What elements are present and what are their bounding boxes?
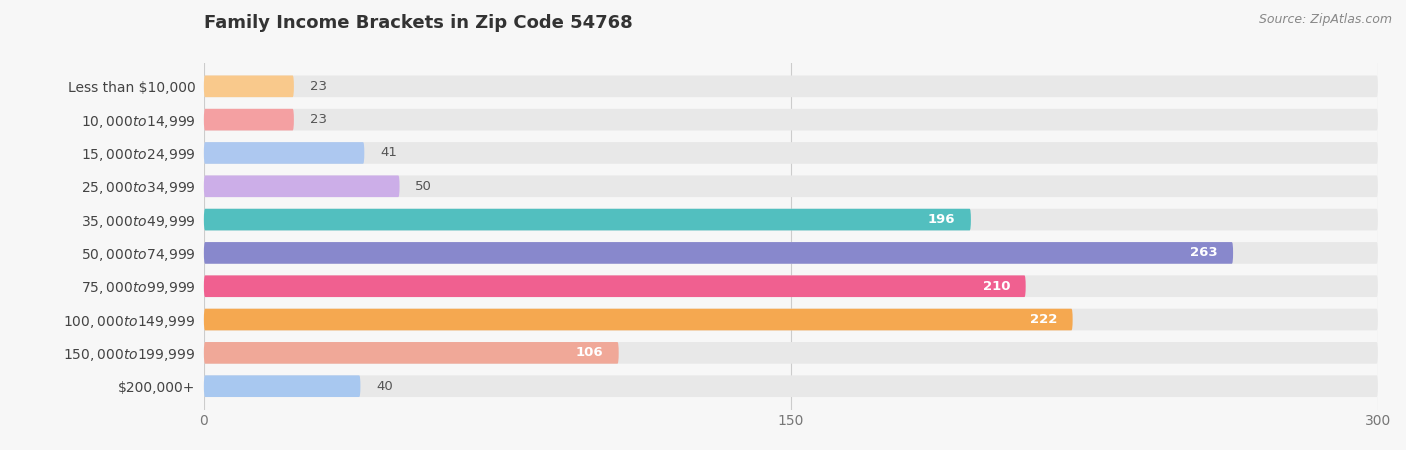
FancyBboxPatch shape [204,176,1378,197]
Text: 222: 222 [1029,313,1057,326]
FancyBboxPatch shape [204,342,1378,364]
FancyBboxPatch shape [204,76,1378,97]
FancyBboxPatch shape [204,375,1378,397]
FancyBboxPatch shape [204,275,1378,297]
Text: Source: ZipAtlas.com: Source: ZipAtlas.com [1258,14,1392,27]
Text: 106: 106 [575,346,603,360]
FancyBboxPatch shape [204,109,1378,130]
Text: 23: 23 [309,113,326,126]
Text: 41: 41 [380,146,396,159]
Text: 40: 40 [375,380,392,393]
FancyBboxPatch shape [204,76,294,97]
FancyBboxPatch shape [204,142,364,164]
Text: 263: 263 [1189,247,1218,259]
Text: 50: 50 [415,180,432,193]
FancyBboxPatch shape [204,209,972,230]
FancyBboxPatch shape [204,209,1378,230]
Text: Family Income Brackets in Zip Code 54768: Family Income Brackets in Zip Code 54768 [204,14,633,32]
Text: 196: 196 [928,213,955,226]
Text: 210: 210 [983,280,1010,293]
Text: 23: 23 [309,80,326,93]
FancyBboxPatch shape [204,242,1233,264]
FancyBboxPatch shape [204,142,1378,164]
FancyBboxPatch shape [204,242,1378,264]
FancyBboxPatch shape [204,342,619,364]
FancyBboxPatch shape [204,275,1026,297]
FancyBboxPatch shape [204,109,294,130]
FancyBboxPatch shape [204,309,1073,330]
FancyBboxPatch shape [204,309,1378,330]
FancyBboxPatch shape [204,176,399,197]
FancyBboxPatch shape [204,375,360,397]
